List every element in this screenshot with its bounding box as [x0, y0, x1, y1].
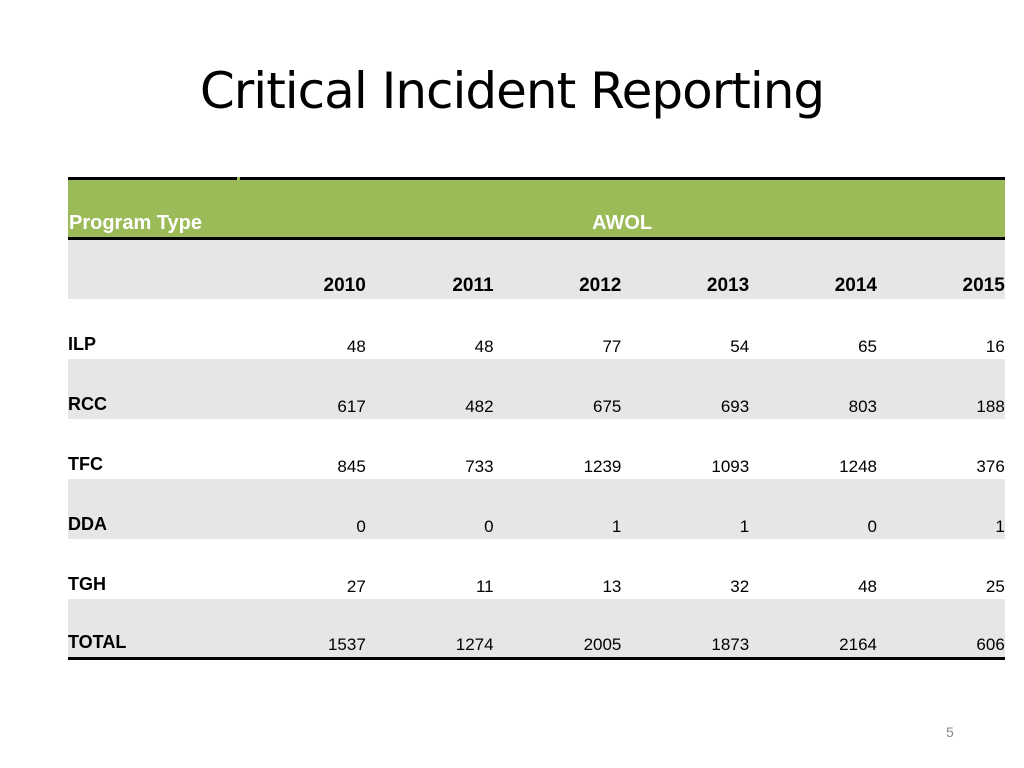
- row-label: TOTAL: [68, 598, 238, 660]
- table-cell: 13: [602, 576, 622, 596]
- table-cell: 1: [739, 516, 750, 536]
- year-header-blank: [68, 239, 238, 299]
- table-cell: 1093: [711, 456, 750, 476]
- row-label: TGH: [68, 573, 106, 594]
- table-cell: 32: [730, 576, 750, 596]
- table-cell: 2164: [749, 598, 877, 660]
- header-awol: AWOL: [238, 177, 1005, 240]
- slide-title: Critical Incident Reporting: [199, 62, 825, 120]
- table-cell: 54: [730, 336, 750, 356]
- year-header: 2014: [834, 274, 877, 296]
- table-row-tgh: TGH 27 11 13 32 48 25: [68, 539, 1005, 599]
- table-cell: 65: [858, 336, 877, 356]
- incident-table-container: Program Type AWOL 2010 2011 2012 2013 20…: [68, 177, 1005, 660]
- table-cell: 1274: [365, 598, 494, 660]
- table-cell: 1: [611, 516, 622, 536]
- table-cell: 25: [985, 576, 1005, 596]
- table-cell: 11: [475, 576, 494, 596]
- table-cell: 675: [593, 396, 622, 416]
- table-cell: 733: [465, 456, 494, 476]
- table-cell: 2005: [493, 598, 622, 660]
- table-cell: 16: [985, 336, 1005, 356]
- row-label: RCC: [68, 393, 107, 414]
- table-cell: 0: [484, 516, 494, 536]
- table-cell: 1: [995, 516, 1005, 536]
- table-cell: 48: [474, 336, 494, 356]
- table-cell: 1248: [839, 456, 877, 476]
- table-cell: 606: [876, 598, 1005, 660]
- table-row-ilp: ILP 48 48 77 54 65 16: [68, 299, 1005, 359]
- page-number: 5: [946, 724, 954, 740]
- year-header: 2013: [706, 274, 750, 296]
- row-label: ILP: [68, 333, 97, 354]
- table-cell: 693: [720, 396, 750, 416]
- table-cell: 27: [346, 576, 366, 596]
- year-header-row: 2010 2011 2012 2013 2014 2015: [68, 238, 1005, 299]
- incident-table: Program Type AWOL 2010 2011 2012 2013 20…: [68, 177, 1005, 660]
- table-cell: 0: [867, 516, 877, 536]
- table-cell: 376: [976, 456, 1005, 476]
- table-row-rcc: RCC 617 482 675 693 803 188: [68, 358, 1005, 419]
- table-cell: 617: [337, 396, 366, 416]
- row-label: DDA: [68, 513, 107, 534]
- year-header: 2010: [323, 274, 366, 296]
- year-header: 2012: [579, 274, 622, 296]
- row-label: TFC: [68, 453, 103, 474]
- table-row-total: TOTAL 1537 1274 2005 1873 2164 606: [68, 598, 1005, 660]
- year-header: 2011: [452, 274, 494, 296]
- table-row-tfc: TFC 845 733 1239 1093 1248 376: [68, 419, 1005, 479]
- table-cell: 1873: [621, 598, 750, 660]
- table-cell: 48: [346, 336, 366, 356]
- year-header: 2015: [962, 274, 1005, 296]
- table-cell: 77: [602, 336, 622, 356]
- table-cell: 0: [356, 516, 366, 536]
- table-cell: 188: [976, 396, 1005, 416]
- table-row-dda: DDA 0 0 1 1 0 1: [68, 478, 1005, 539]
- table-cell: 803: [848, 396, 877, 416]
- table-cell: 845: [337, 456, 366, 476]
- table-cell: 48: [858, 576, 877, 596]
- table-header-row: Program Type AWOL: [68, 177, 1005, 240]
- table-cell: 1239: [583, 456, 622, 476]
- table-cell: 482: [465, 396, 494, 416]
- header-program-type: Program Type: [68, 177, 240, 240]
- table-cell: 1537: [238, 598, 366, 660]
